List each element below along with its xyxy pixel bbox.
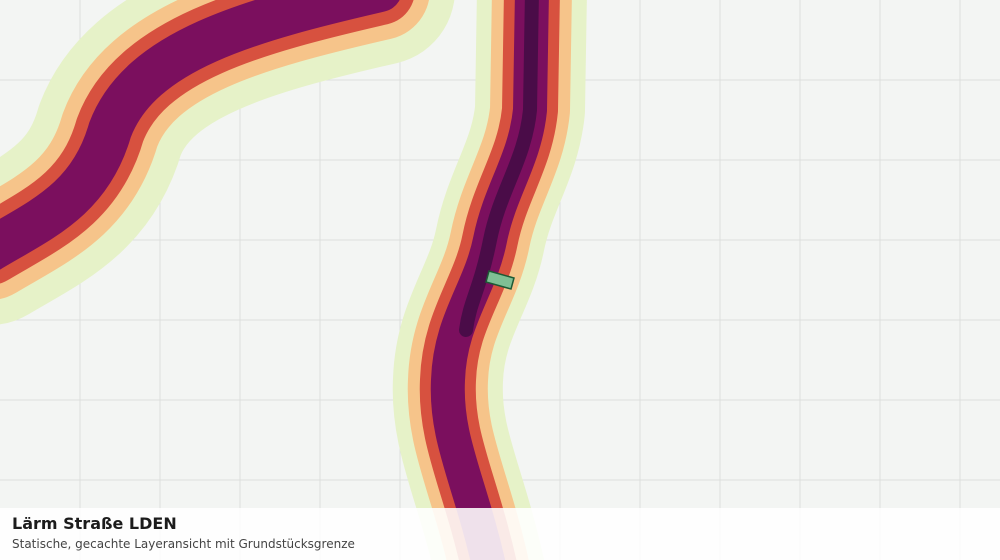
subtitle: Statische, gecachte Layeransicht mit Gru… — [12, 537, 355, 551]
title: Lärm Straße LDEN — [12, 514, 177, 533]
caption: Lärm Straße LDEN Statische, gecachte Lay… — [0, 508, 1000, 560]
noise-layer — [0, 0, 587, 560]
parcel-boundary — [485, 270, 515, 290]
